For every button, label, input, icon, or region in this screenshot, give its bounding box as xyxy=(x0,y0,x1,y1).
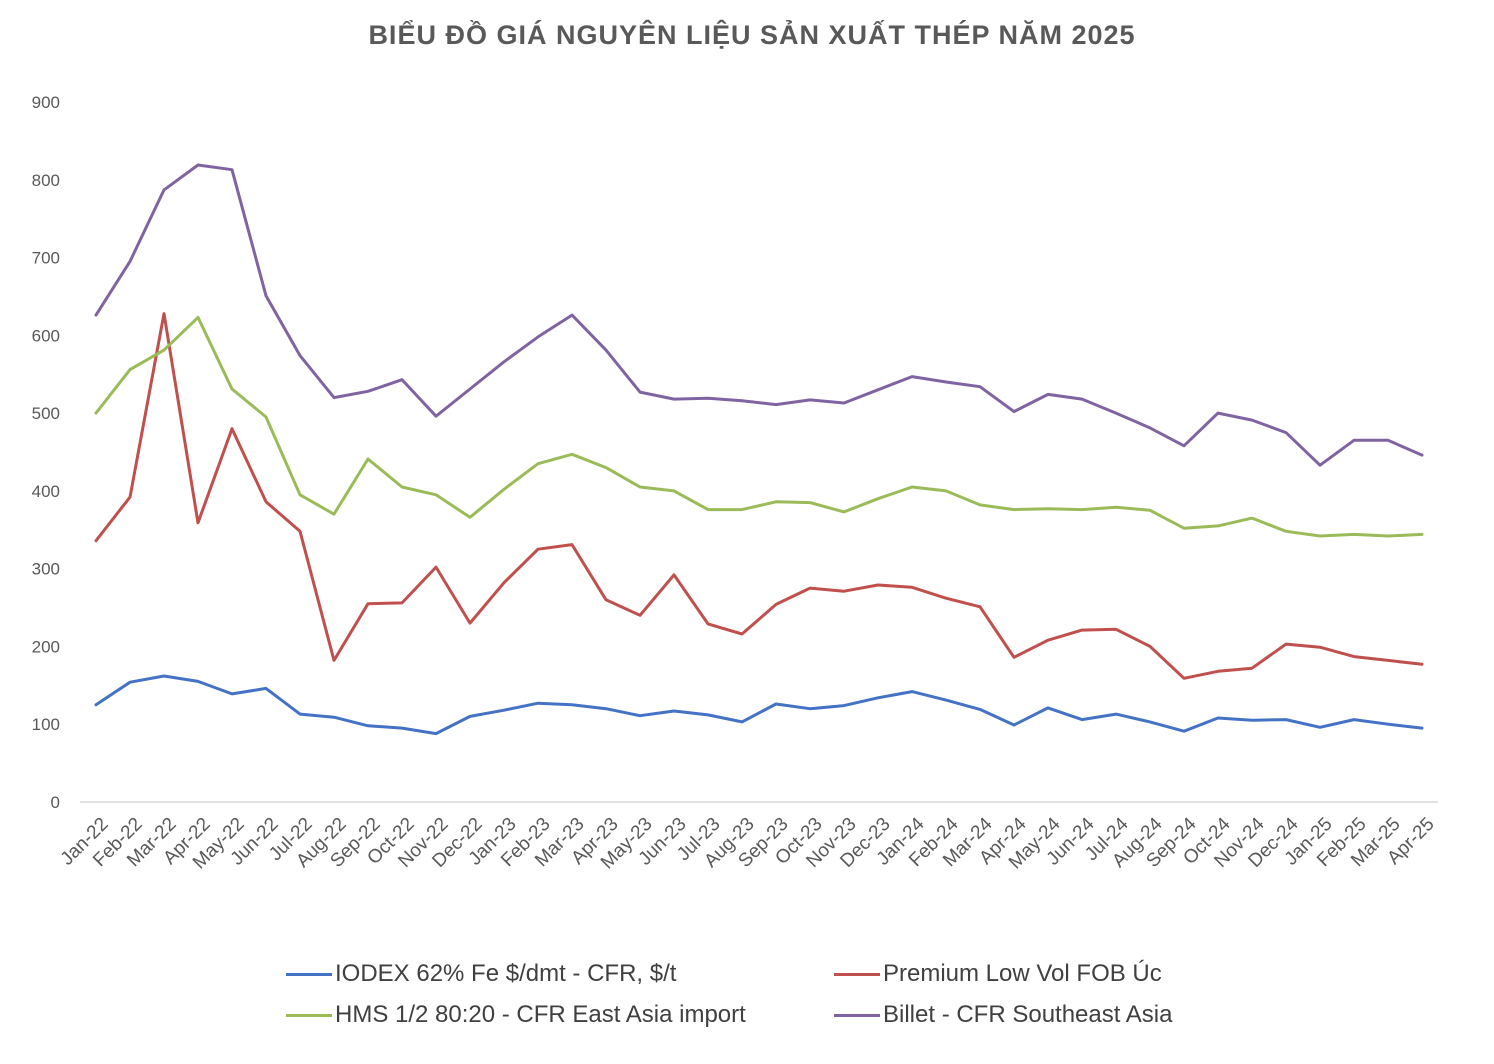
legend-item-iodex: IODEX 62% Fe $/dmt - CFR, $/t xyxy=(286,960,676,988)
y-tick-label: 800 xyxy=(32,171,60,190)
legend-item-billet: Billet - CFR Southeast Asia xyxy=(834,1001,1172,1029)
y-tick-label: 200 xyxy=(32,637,60,656)
y-tick-label: 500 xyxy=(32,404,60,423)
legend-label-premium-low-vol: Premium Low Vol FOB Úc xyxy=(883,960,1162,987)
y-axis-tick-labels: 0 100 200 300 400 500 600 700 800 900 xyxy=(32,93,60,812)
legend-swatch-iodex xyxy=(286,972,332,976)
legend-item-premium-low-vol: Premium Low Vol FOB Úc xyxy=(834,960,1162,988)
y-tick-label: 900 xyxy=(32,93,60,112)
legend-item-hms: HMS 1/2 80:20 - CFR East Asia import xyxy=(286,1001,746,1029)
series-line-3 xyxy=(94,163,1424,467)
x-axis-tick-labels: Jan-22Feb-22Mar-22Apr-22May-22Jun-22Jul-… xyxy=(57,813,1439,873)
legend-label-billet: Billet - CFR Southeast Asia xyxy=(883,1001,1173,1028)
series-line-0 xyxy=(94,674,1424,736)
series-line-1 xyxy=(94,312,1424,680)
series-line-2 xyxy=(94,315,1424,538)
y-tick-label: 300 xyxy=(32,560,60,579)
legend-swatch-billet xyxy=(834,1013,880,1017)
legend-swatch-premium-low-vol xyxy=(834,972,880,976)
legend: IODEX 62% Fe $/dmt - CFR, $/t Premium Lo… xyxy=(0,950,1494,1040)
y-tick-label: 0 xyxy=(51,793,60,812)
y-tick-label: 600 xyxy=(32,326,60,345)
series-lines xyxy=(94,163,1424,736)
y-tick-label: 100 xyxy=(32,715,60,734)
line-chart: 0 100 200 300 400 500 600 700 800 900 Jan-22Feb-2… xyxy=(32,93,1439,873)
chart-title: BIỂU ĐỒ GIÁ NGUYÊN LIỆU SẢN XUẤT THÉP NĂ… xyxy=(368,20,1136,50)
y-tick-label: 700 xyxy=(32,249,60,268)
legend-label-iodex: IODEX 62% Fe $/dmt - CFR, $/t xyxy=(335,960,677,987)
legend-swatch-hms xyxy=(286,1013,332,1017)
legend-label-hms: HMS 1/2 80:20 - CFR East Asia import xyxy=(335,1001,746,1028)
y-tick-label: 400 xyxy=(32,482,60,501)
